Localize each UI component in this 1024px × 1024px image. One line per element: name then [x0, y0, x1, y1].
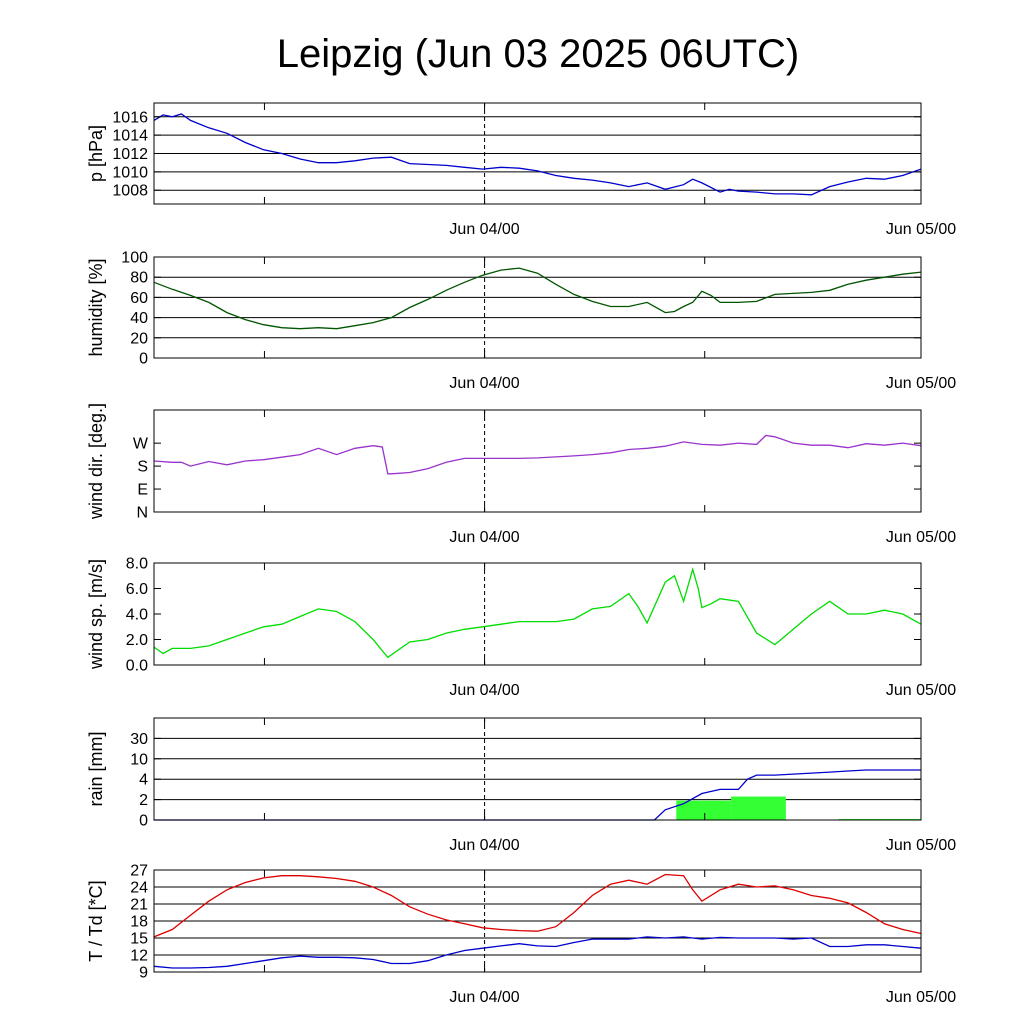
y-axis-title: T / Td [*C]	[86, 880, 106, 961]
pressure-series-line-0	[153, 113, 922, 196]
humidity-series-line-0	[153, 267, 922, 330]
y-tick-label: N	[136, 505, 148, 522]
y-axis-title: humidity [%]	[86, 258, 106, 356]
y-tick-label: 0.0	[126, 658, 148, 675]
x-tick-label: Jun 05/00	[886, 837, 956, 854]
x-tick-label: Jun 05/00	[886, 682, 956, 699]
y-tick-label: E	[137, 482, 148, 499]
y-tick-label: 1010	[112, 164, 148, 181]
panel-frame	[153, 409, 922, 513]
y-axis-title: rain [mm]	[86, 731, 106, 806]
x-tick-label: Jun 05/00	[886, 375, 956, 392]
y-axis-title: p [hPa]	[86, 125, 106, 182]
y-tick-label: 60	[130, 290, 148, 307]
x-tick-label: Jun 04/00	[449, 682, 519, 699]
x-tick-label: Jun 04/00	[449, 989, 519, 1006]
rain-series-line-0	[154, 769, 921, 821]
y-tick-label: 0	[139, 813, 148, 830]
y-tick-label: 8.0	[126, 556, 148, 573]
y-tick-label: 15	[130, 931, 148, 948]
y-tick-label: 0	[139, 351, 148, 368]
y-tick-label: S	[137, 459, 148, 476]
y-tick-label: 18	[130, 914, 148, 931]
y-tick-label: 100	[121, 250, 148, 267]
y-tick-label: 1014	[112, 128, 148, 145]
rain-bar	[838, 818, 921, 820]
y-tick-label: 1016	[112, 109, 148, 126]
rain-bar	[676, 800, 732, 820]
y-tick-label: 12	[130, 948, 148, 965]
y-tick-label: 6.0	[126, 581, 148, 598]
panel-wind-speed: 0.0 2.0 4.0 6.0 8.0 Jun 04/00 Jun 05/00 wind sp…	[86, 556, 956, 700]
temperature-series-line-1	[153, 936, 922, 969]
y-tick-label: 4	[139, 772, 148, 789]
y-tick-label: 24	[130, 880, 148, 897]
y-axis-title: wind dir. [deg.]	[86, 403, 106, 520]
chart-title: Leipzig (Jun 03 2025 06UTC)	[277, 32, 800, 76]
y-tick-label: W	[133, 436, 149, 453]
y-tick-label: 80	[130, 270, 148, 287]
panel-frame	[153, 717, 922, 821]
panel-humidity: 0 20 40 60 80 100 Jun 04/00 Jun 05/00 humidity […	[86, 250, 956, 393]
y-tick-label: 30	[130, 731, 148, 748]
y-tick-label: 2	[139, 792, 148, 809]
x-tick-label: Jun 04/00	[449, 837, 519, 854]
wind-speed-series-line-0	[153, 567, 922, 659]
rain-bar	[731, 796, 786, 820]
y-tick-label: 20	[130, 330, 148, 347]
x-tick-label: Jun 04/00	[449, 221, 519, 238]
x-tick-label: Jun 05/00	[886, 529, 956, 546]
panel-frame	[153, 256, 922, 359]
x-tick-label: Jun 05/00	[886, 221, 956, 238]
y-tick-label: 1008	[112, 183, 148, 200]
temperature-series-line-0	[153, 873, 922, 938]
x-tick-label: Jun 04/00	[449, 375, 519, 392]
y-tick-label: 4.0	[126, 607, 148, 624]
y-tick-label: 9	[139, 965, 148, 982]
wind-direction-series-line-0	[153, 434, 922, 475]
y-tick-label: 10	[130, 751, 148, 768]
y-tick-label: 27	[130, 863, 148, 880]
x-tick-label: Jun 04/00	[449, 529, 519, 546]
panel-frame	[153, 562, 922, 666]
y-axis-title: wind sp. [m/s]	[86, 559, 106, 670]
panel-rain: 0 2 4 10 30 Jun 04/00 Jun 05/00 rain [mm]	[86, 717, 956, 854]
x-tick-label: Jun 05/00	[886, 989, 956, 1006]
y-tick-label: 40	[130, 310, 148, 327]
y-tick-label: 21	[130, 897, 148, 914]
y-tick-label: 2.0	[126, 632, 148, 649]
y-tick-label: 1012	[112, 146, 148, 163]
